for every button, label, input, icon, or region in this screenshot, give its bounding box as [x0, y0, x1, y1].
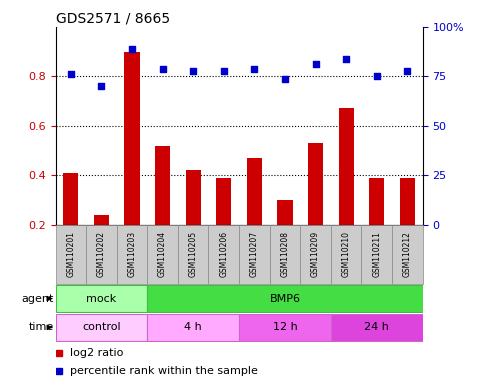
Point: [342, 56, 350, 62]
Point: [251, 66, 258, 72]
Bar: [331, 313, 423, 341]
Text: GSM110202: GSM110202: [97, 232, 106, 277]
Bar: [147, 285, 423, 313]
Bar: [185, 170, 201, 225]
Text: time: time: [28, 322, 54, 333]
Bar: [239, 313, 331, 341]
Point: [403, 68, 411, 74]
Bar: [56, 225, 86, 284]
Bar: [331, 225, 361, 284]
Bar: [300, 225, 331, 284]
Text: mock: mock: [86, 293, 116, 304]
Bar: [361, 225, 392, 284]
Bar: [247, 158, 262, 225]
Text: 24 h: 24 h: [364, 322, 389, 333]
Bar: [216, 178, 231, 225]
Bar: [56, 285, 147, 313]
Text: GSM110204: GSM110204: [158, 231, 167, 278]
Bar: [147, 313, 239, 341]
Text: log2 ratio: log2 ratio: [70, 348, 124, 358]
Bar: [56, 313, 147, 341]
Bar: [147, 225, 178, 284]
Bar: [392, 225, 423, 284]
Text: GSM110207: GSM110207: [250, 231, 259, 278]
Bar: [270, 225, 300, 284]
Point: [128, 46, 136, 52]
Text: BMP6: BMP6: [270, 293, 300, 304]
Bar: [178, 225, 209, 284]
Text: GSM110208: GSM110208: [281, 232, 289, 277]
Bar: [209, 225, 239, 284]
Point: [189, 68, 197, 74]
Text: GSM110206: GSM110206: [219, 231, 228, 278]
Bar: [308, 143, 323, 225]
Text: GSM110209: GSM110209: [311, 231, 320, 278]
Text: GSM110201: GSM110201: [66, 232, 75, 277]
Text: 12 h: 12 h: [272, 322, 298, 333]
Text: 4 h: 4 h: [185, 322, 202, 333]
Text: control: control: [82, 322, 121, 333]
Text: GSM110203: GSM110203: [128, 231, 137, 278]
Point: [98, 83, 105, 89]
Bar: [117, 225, 147, 284]
Point: [312, 61, 319, 67]
Text: GDS2571 / 8665: GDS2571 / 8665: [56, 12, 170, 26]
Text: percentile rank within the sample: percentile rank within the sample: [70, 366, 258, 376]
Bar: [277, 200, 293, 225]
Point: [373, 73, 381, 79]
Bar: [369, 178, 384, 225]
Point: [220, 68, 227, 74]
Bar: [339, 108, 354, 225]
Text: GSM110212: GSM110212: [403, 232, 412, 277]
Text: agent: agent: [21, 293, 54, 304]
Text: GSM110210: GSM110210: [341, 232, 351, 277]
Point: [67, 71, 75, 77]
Bar: [125, 51, 140, 225]
Point: [159, 66, 167, 72]
Bar: [86, 225, 117, 284]
Bar: [155, 146, 170, 225]
Bar: [94, 215, 109, 225]
Bar: [400, 178, 415, 225]
Text: GSM110205: GSM110205: [189, 231, 198, 278]
Bar: [239, 225, 270, 284]
Bar: [63, 173, 78, 225]
Point: [281, 76, 289, 82]
Text: GSM110211: GSM110211: [372, 232, 381, 277]
